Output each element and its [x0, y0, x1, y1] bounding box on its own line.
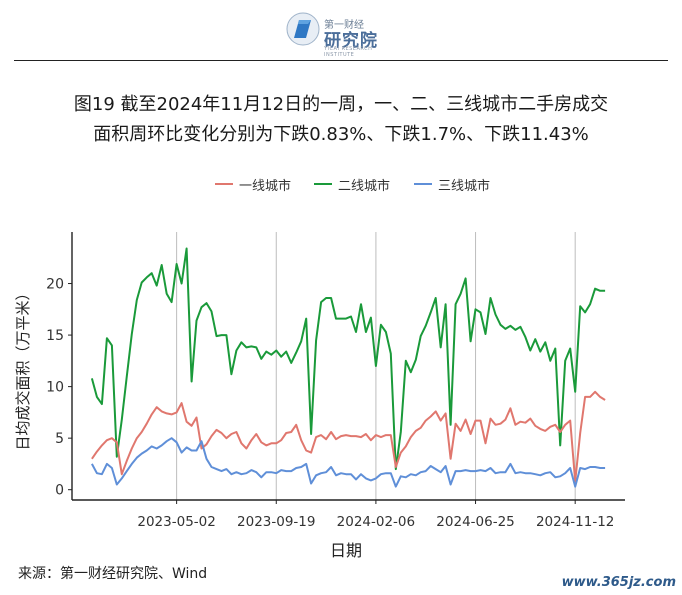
- source-note: 来源：第一财经研究院、Wind: [18, 566, 208, 582]
- y-axis-label: 日均成交面积（万平米）: [14, 285, 32, 450]
- logo: 第一财经 研究院 YICAI RESEARCH INSTITUTE: [286, 12, 396, 58]
- x-tick-label-1: 2023-09-19: [237, 514, 315, 530]
- legend-label-tier3: 三线城市: [438, 178, 491, 194]
- legend-label-tier1: 一线城市: [239, 178, 292, 194]
- y-tick-label-10: 10: [46, 380, 64, 396]
- legend-swatch-tier1: [215, 183, 233, 185]
- legend-swatch-tier2: [314, 183, 332, 185]
- logo-sub-text: YICAI RESEARCH INSTITUTE: [324, 46, 373, 58]
- x-tick-label-2: 2024-02-06: [337, 514, 415, 530]
- legend-item-tier2: 二线城市: [314, 174, 390, 194]
- y-tick-label-0: 0: [55, 483, 64, 499]
- y-axis-ticks: 0 5 10 15 20: [46, 277, 72, 499]
- x-tick-label-4: 2024-11-12: [536, 514, 614, 530]
- series-line-0: [91, 390, 606, 483]
- y-tick-label-5: 5: [55, 431, 64, 447]
- legend-item-tier1: 一线城市: [215, 174, 291, 194]
- legend-item-tier3: 三线城市: [414, 174, 490, 194]
- logo-mark-icon: [286, 12, 320, 46]
- x-tick-label-3: 2024-06-25: [436, 514, 514, 530]
- header-divider: [14, 60, 668, 61]
- logo-top-text: 第一财经: [324, 20, 364, 31]
- y-tick-label-15: 15: [46, 328, 64, 344]
- chart-legend: 一线城市 二线城市 三线城市: [0, 174, 682, 194]
- x-axis-label: 日期: [330, 541, 363, 560]
- series-line-2: [91, 437, 606, 488]
- logo-main-text: 研究院: [324, 31, 378, 51]
- watermark: www.365jz.com: [561, 575, 676, 590]
- series-lines: [90, 247, 606, 488]
- x-axis-ticks: 2023-05-02 2023-09-19 2024-02-06 2024-06-25…: [137, 500, 614, 530]
- chart-title-line2: 面积周环比变化分别为下跌0.83%、下跌1.7%、下跌11.43%: [93, 124, 589, 145]
- y-tick-label-20: 20: [46, 277, 64, 293]
- series-line-1: [90, 247, 606, 471]
- legend-label-tier2: 二线城市: [338, 178, 391, 194]
- legend-swatch-tier3: [414, 183, 432, 185]
- x-tick-label-0: 2023-05-02: [137, 514, 215, 530]
- chart-axes: [71, 232, 625, 501]
- chart-title-line1: 图19 截至2024年11月12日的一周，一、二、三线城市二手房成交: [73, 94, 609, 115]
